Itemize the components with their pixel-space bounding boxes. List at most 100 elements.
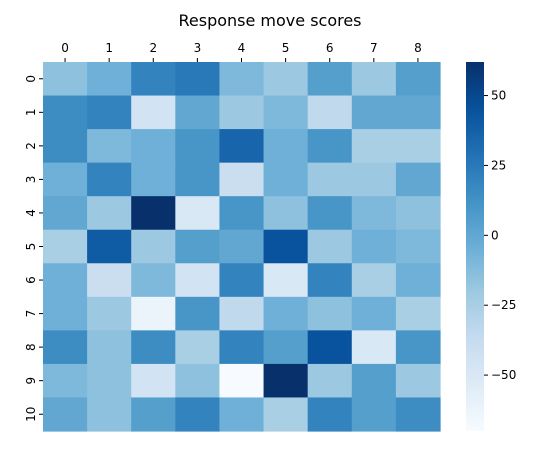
heatmap-cell-r8-c8 <box>395 330 441 365</box>
heatmap-cell-r10-c7 <box>351 397 397 432</box>
colorbar: 50 25 0 −25 −50 <box>466 62 516 431</box>
heatmap-cell-r1-c2 <box>131 95 176 130</box>
heatmap-cells <box>43 62 441 432</box>
heatmap-cell-r2-c5 <box>263 129 309 164</box>
heatmap-cell-r8-c7 <box>351 330 397 365</box>
heatmap-cell-r5-c5 <box>263 229 309 264</box>
heatmap-cell-r9-c0 <box>43 363 88 399</box>
heatmap-cell-r0-c1 <box>87 62 132 97</box>
heatmap-cell-r1-c3 <box>175 95 221 130</box>
heatmap-cell-r3-c6 <box>307 162 353 197</box>
y-tick-label: 6 <box>24 276 38 284</box>
heatmap-cell-r5-c2 <box>131 229 176 264</box>
colorbar-tick-label: 25 <box>491 158 506 172</box>
heatmap-cell-r1-c7 <box>351 95 397 130</box>
heatmap-cell-r3-c0 <box>43 162 88 197</box>
heatmap-cell-r2-c3 <box>175 129 221 164</box>
heatmap-cell-r5-c1 <box>87 229 132 264</box>
chart-title: Response move scores <box>178 11 361 30</box>
x-tick-label: 2 <box>149 41 157 55</box>
heatmap-cell-r1-c4 <box>219 95 265 130</box>
heatmap-cell-r10-c5 <box>263 397 309 432</box>
heatmap-cell-r7-c4 <box>219 296 265 331</box>
heatmap-cell-r3-c4 <box>219 162 265 197</box>
heatmap-cell-r7-c0 <box>43 296 88 331</box>
heatmap-cell-r6-c3 <box>175 263 221 298</box>
heatmap-cell-r10-c8 <box>395 397 441 432</box>
heatmap-cell-r10-c4 <box>219 397 265 432</box>
heatmap-cell-r2-c1 <box>87 129 132 164</box>
heatmap-cell-r3-c2 <box>131 162 176 197</box>
heatmap-cell-r0-c4 <box>219 62 265 97</box>
y-axis-ticks: 0 1 2 3 4 5 6 7 8 9 10 <box>24 75 43 422</box>
heatmap-cell-r10-c2 <box>131 397 176 432</box>
heatmap-cell-r5-c6 <box>307 229 353 264</box>
heatmap-cell-r8-c6 <box>307 330 353 365</box>
heatmap-cell-r10-c0 <box>43 397 88 432</box>
heatmap-cell-r6-c0 <box>43 263 88 298</box>
heatmap-cell-r3-c5 <box>263 162 309 197</box>
x-tick-label: 1 <box>105 41 113 55</box>
heatmap-cell-r2-c8 <box>395 129 441 164</box>
heatmap-cell-r7-c5 <box>263 296 309 331</box>
heatmap-cell-r5-c3 <box>175 229 221 264</box>
heatmap-cell-r4-c4 <box>219 196 265 231</box>
heatmap-cell-r0-c2 <box>131 62 176 97</box>
heatmap-cell-r5-c0 <box>43 229 88 264</box>
heatmap-cell-r9-c8 <box>395 363 441 399</box>
x-tick-label: 4 <box>238 41 246 55</box>
heatmap-cell-r8-c0 <box>43 330 88 365</box>
heatmap-cell-r7-c2 <box>131 296 176 331</box>
x-tick-label: 5 <box>282 41 290 55</box>
heatmap-cell-r4-c7 <box>351 196 397 231</box>
x-tick-label: 7 <box>370 41 378 55</box>
colorbar-gradient <box>466 62 484 431</box>
heatmap-cell-r5-c4 <box>219 229 265 264</box>
heatmap-cell-r10-c1 <box>87 397 132 432</box>
heatmap-cell-r4-c1 <box>87 196 132 231</box>
heatmap-cell-r0-c3 <box>175 62 221 97</box>
heatmap-cell-r9-c7 <box>351 363 397 399</box>
heatmap-cell-r0-c6 <box>307 62 353 97</box>
heatmap-cell-r4-c0 <box>43 196 88 231</box>
heatmap-cell-r1-c8 <box>395 95 441 130</box>
heatmap-cell-r4-c8 <box>395 196 441 231</box>
heatmap-cell-r2-c6 <box>307 129 353 164</box>
x-tick-label: 6 <box>326 41 334 55</box>
heatmap-cell-r6-c2 <box>131 263 176 298</box>
heatmap-cell-r4-c6 <box>307 196 353 231</box>
heatmap-cell-r3-c1 <box>87 162 132 197</box>
heatmap-cell-r1-c1 <box>87 95 132 130</box>
heatmap-cell-r4-c5 <box>263 196 309 231</box>
heatmap-cell-r3-c7 <box>351 162 397 197</box>
heatmap-cell-r6-c7 <box>351 263 397 298</box>
y-tick-label: 9 <box>24 377 38 385</box>
colorbar-tick-label: −50 <box>491 368 516 382</box>
heatmap-cell-r0-c5 <box>263 62 309 97</box>
x-axis-ticks: 0 1 2 3 4 5 6 7 8 <box>61 41 422 62</box>
x-tick-label: 0 <box>61 41 69 55</box>
y-tick-label: 0 <box>24 75 38 83</box>
heatmap-cell-r1-c0 <box>43 95 88 130</box>
heatmap-cell-r4-c3 <box>175 196 221 231</box>
heatmap-cell-r2-c2 <box>131 129 176 164</box>
x-tick-label: 3 <box>194 41 202 55</box>
y-tick-label: 7 <box>24 310 38 318</box>
heatmap-cell-r0-c0 <box>43 62 88 97</box>
y-tick-label: 8 <box>24 343 38 351</box>
heatmap-cell-r3-c3 <box>175 162 221 197</box>
heatmap-cell-r4-c2 <box>131 196 176 231</box>
heatmap-cell-r6-c6 <box>307 263 353 298</box>
y-tick-label: 10 <box>24 407 38 422</box>
heatmap-cell-r2-c0 <box>43 129 88 164</box>
heatmap-cell-r8-c4 <box>219 330 265 365</box>
heatmap-cell-r8-c1 <box>87 330 132 365</box>
heatmap-cell-r6-c1 <box>87 263 132 298</box>
heatmap-cell-r9-c1 <box>87 363 132 399</box>
heatmap-cell-r1-c5 <box>263 95 309 130</box>
heatmap-cell-r2-c4 <box>219 129 265 164</box>
heatmap-cell-r7-c3 <box>175 296 221 331</box>
heatmap-cell-r9-c5 <box>263 363 309 399</box>
y-tick-label: 4 <box>24 209 38 217</box>
